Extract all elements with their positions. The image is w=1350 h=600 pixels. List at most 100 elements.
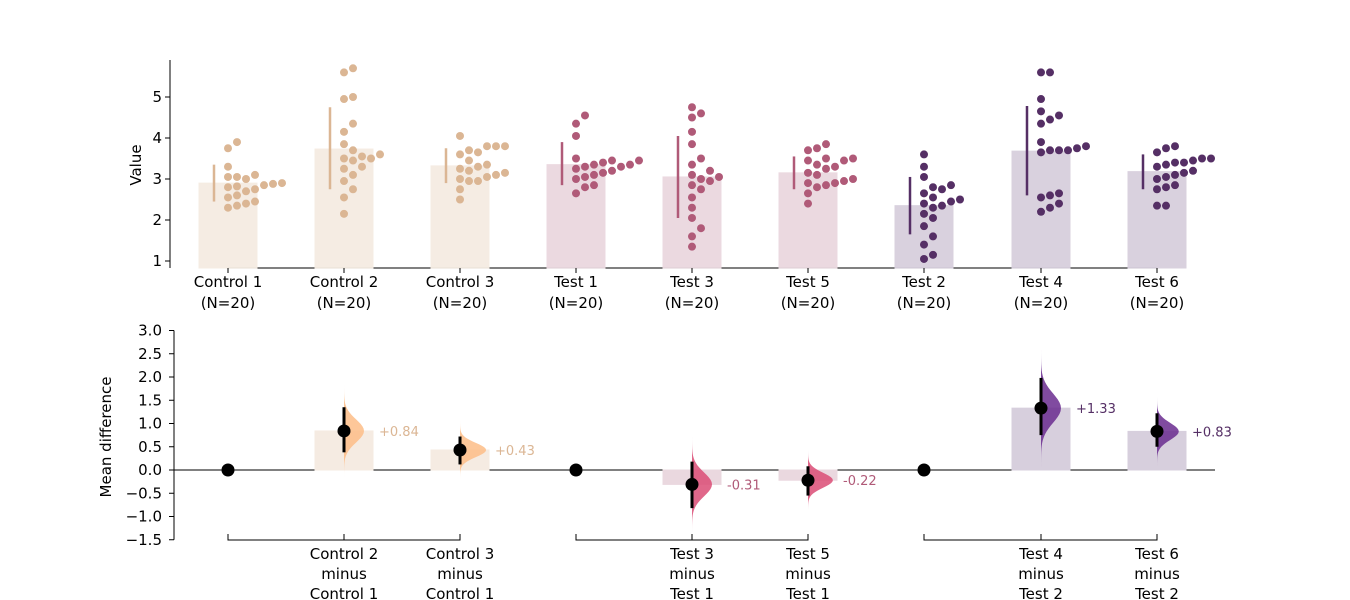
data-point: [599, 168, 607, 177]
data-point: [920, 254, 928, 263]
data-point: [1046, 146, 1054, 155]
mean-difference-panel: 3.0 2.5 2.0 1.5 1.0 0.5 0.0 −0.5 −1.0 −1.5 Mean di…: [97, 322, 1232, 600]
data-point: [1046, 203, 1054, 212]
data-point: [929, 250, 937, 259]
x-tick-label: minus: [1134, 565, 1180, 583]
x-tick-label: Control 1: [194, 273, 263, 291]
data-point: [590, 170, 598, 179]
x-tick-label: Test 4: [1018, 545, 1063, 563]
data-point: [813, 183, 821, 192]
data-point: [581, 183, 589, 192]
data-point: [706, 177, 714, 186]
data-point: [688, 160, 696, 169]
data-point: [804, 168, 812, 177]
data-point: [920, 222, 928, 231]
data-point: [1162, 144, 1170, 153]
data-point: [938, 201, 946, 210]
data-point: [956, 195, 964, 204]
data-point: [1162, 201, 1170, 210]
data-point: [947, 197, 955, 206]
data-point: [831, 162, 839, 171]
x-tick-label: Control 3: [426, 545, 495, 563]
x-tick-label: Control 1: [310, 585, 379, 600]
data-point: [581, 111, 589, 120]
data-point: [269, 179, 277, 188]
data-point: [920, 150, 928, 159]
data-point: [635, 156, 643, 165]
bootstrap-distribution: [808, 450, 833, 511]
effect-size-point: [801, 473, 815, 487]
data-point: [456, 150, 464, 159]
x-tick-label: Control 3: [426, 273, 495, 291]
data-point: [1037, 107, 1045, 116]
data-point: [581, 172, 589, 181]
x-tick-label: Test 1: [669, 585, 714, 600]
data-point: [697, 109, 705, 118]
data-point: [1171, 142, 1179, 151]
data-point: [1153, 201, 1161, 210]
effect-size-label: -0.31: [727, 478, 761, 493]
data-point: [1037, 119, 1045, 128]
x-tick-label: minus: [1018, 565, 1064, 583]
data-point: [358, 162, 366, 171]
x-tick-label: Control 2: [310, 273, 379, 291]
data-point: [581, 162, 589, 171]
data-point: [572, 164, 580, 173]
x-tick-label: Test 4: [1018, 273, 1063, 291]
raw-data-panel: 1 2 3 4 5 Value Control 1 (N=20) Control 2 (N=20)…: [127, 60, 1215, 312]
data-point: [688, 140, 696, 149]
x-tick-label: Test 3: [669, 545, 714, 563]
y-tick-label: 4: [152, 129, 162, 147]
data-point: [1207, 154, 1215, 163]
data-point: [849, 175, 857, 183]
data-point: [1037, 68, 1045, 77]
bootstrap-distribution: [1041, 349, 1061, 467]
data-point: [715, 172, 723, 181]
data-point: [590, 181, 598, 190]
x-tick-label: minus: [321, 565, 367, 583]
data-point: [688, 170, 696, 179]
data-point: [688, 103, 696, 112]
data-point: [340, 140, 348, 149]
y-tick-label: 2.5: [138, 345, 162, 363]
data-point: [947, 181, 955, 190]
data-point: [1171, 158, 1179, 167]
data-point: [349, 185, 357, 194]
y-tick-label: 1.5: [138, 391, 162, 409]
data-point: [1037, 148, 1045, 157]
data-point: [688, 242, 696, 251]
data-point: [804, 156, 812, 165]
data-point: [251, 170, 259, 179]
data-point: [697, 224, 705, 233]
effect-size-point: [453, 443, 467, 457]
effect-size-label: +0.84: [379, 425, 419, 440]
x-tick-count: (N=20): [1130, 294, 1185, 312]
x-tick-label: minus: [669, 565, 715, 583]
bootstrap-distribution: [344, 384, 364, 477]
data-point: [224, 162, 232, 171]
data-point: [1037, 138, 1045, 147]
data-point: [501, 142, 509, 151]
data-point: [456, 185, 464, 194]
data-point: [590, 160, 598, 169]
x-tick-label: minus: [437, 565, 483, 583]
data-point: [929, 183, 937, 192]
data-point: [929, 203, 937, 212]
data-point: [260, 181, 268, 190]
data-point: [1055, 199, 1063, 208]
data-point: [483, 172, 491, 181]
data-point: [572, 175, 580, 183]
data-point: [1171, 170, 1179, 179]
data-point: [465, 166, 473, 175]
data-point: [572, 131, 580, 140]
data-point: [813, 160, 821, 169]
data-point: [1189, 166, 1197, 175]
effect-size-label: +0.83: [1192, 425, 1232, 440]
data-point: [822, 154, 830, 163]
y-tick-label: 2.0: [138, 368, 162, 386]
data-point: [920, 189, 928, 198]
effect-size-point: [1150, 424, 1164, 438]
x-tick-count: (N=20): [897, 294, 952, 312]
y-tick-label: −0.5: [126, 484, 162, 502]
x-tick-label: minus: [785, 565, 831, 583]
